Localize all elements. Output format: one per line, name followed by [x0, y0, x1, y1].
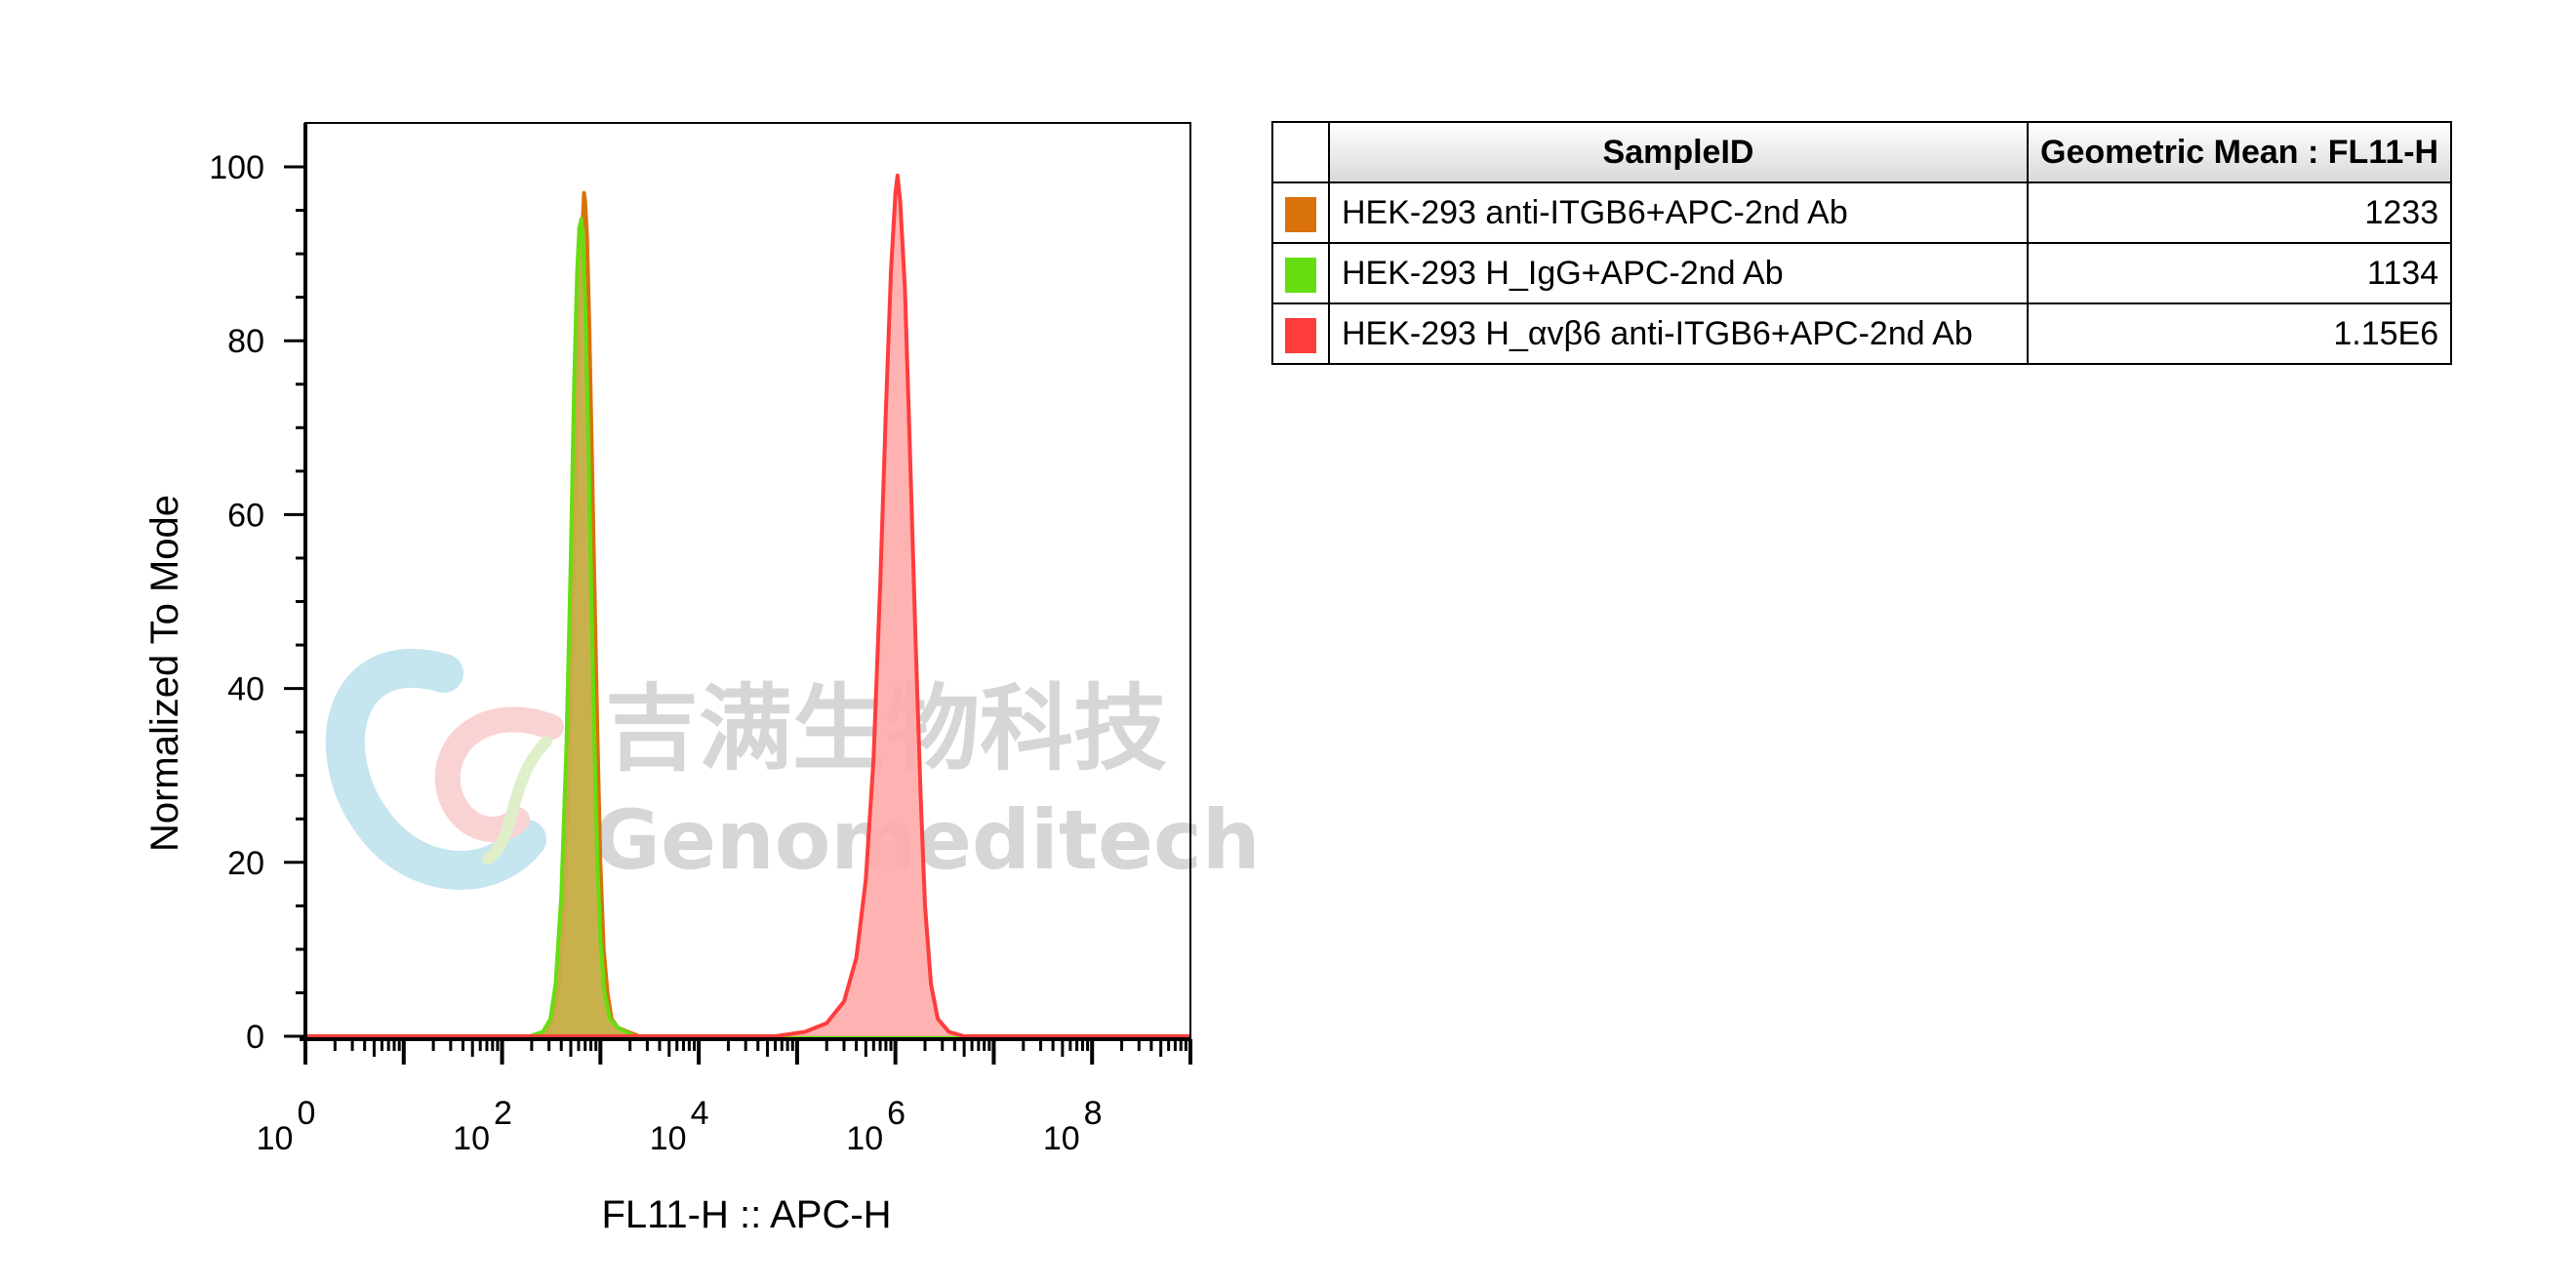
series-layer — [305, 173, 1190, 1038]
y-tick-label: 0 — [246, 1019, 264, 1056]
histogram-line-series-1 — [305, 217, 1190, 1038]
y-tick-label: 100 — [209, 149, 264, 186]
swatch-cell — [1271, 181, 1330, 244]
table-row: HEK-293 anti-ITGB6+APC-2nd Ab 1233 — [1271, 181, 2453, 244]
table-row: HEK-293 H_IgG+APC-2nd Ab 1134 — [1271, 242, 2453, 304]
swatch-cell — [1271, 302, 1330, 365]
color-swatch — [1285, 317, 1316, 353]
geometric-mean-header: Geometric Mean : FL11-H — [2026, 121, 2453, 183]
histogram-line-series-0 — [305, 190, 1190, 1038]
legend-table: SampleID Geometric Mean : FL11-H HEK-293… — [1271, 121, 2453, 365]
legend-table-header: SampleID Geometric Mean : FL11-H — [1271, 121, 2453, 183]
geometric-mean-cell: 1.15E6 — [2026, 302, 2453, 365]
sample-id-header: SampleID — [1328, 121, 2029, 183]
histogram-fill-series-2 — [305, 175, 1190, 1036]
color-swatch — [1285, 196, 1316, 232]
geometric-mean-cell: 1134 — [2026, 242, 2453, 304]
x-tick-label: 108 — [1043, 1095, 1103, 1157]
axes-layer: 0 20 40 60 80 100 100 102 104 106 108 — [209, 122, 1192, 1157]
histogram-line-series-2 — [305, 173, 1190, 1038]
genomeditech-logo-icon — [325, 648, 564, 890]
table-row: HEK-293 H_αvβ6 anti-ITGB6+APC-2nd Ab 1.1… — [1271, 302, 2453, 365]
x-tick-label: 102 — [453, 1095, 512, 1157]
color-swatch — [1285, 257, 1316, 293]
y-tick-label: 80 — [227, 323, 264, 360]
swatch-column-header — [1271, 121, 1330, 183]
histogram-fill-series-0 — [305, 192, 1190, 1036]
watermark-english: Genomeditech — [593, 792, 1261, 888]
geometric-mean-cell: 1233 — [2026, 181, 2453, 244]
sample-id-cell: HEK-293 anti-ITGB6+APC-2nd Ab — [1328, 181, 2029, 244]
swatch-cell — [1271, 242, 1330, 304]
y-axis-title: Normalized To Mode — [143, 495, 186, 852]
x-tick-label: 106 — [846, 1095, 906, 1157]
sample-id-cell: HEK-293 H_αvβ6 anti-ITGB6+APC-2nd Ab — [1328, 302, 2029, 365]
y-tick-label: 40 — [227, 671, 264, 708]
histogram-fill-series-1 — [305, 219, 1190, 1036]
sample-id-cell: HEK-293 H_IgG+APC-2nd Ab — [1328, 242, 2029, 304]
y-tick-label: 60 — [227, 497, 264, 534]
y-tick-label: 20 — [227, 845, 264, 882]
x-tick-label: 104 — [650, 1095, 709, 1157]
x-tick-label: 100 — [257, 1095, 316, 1157]
x-axis-title: FL11-H :: APC-H — [601, 1193, 891, 1236]
plot-frame — [304, 122, 1191, 1040]
